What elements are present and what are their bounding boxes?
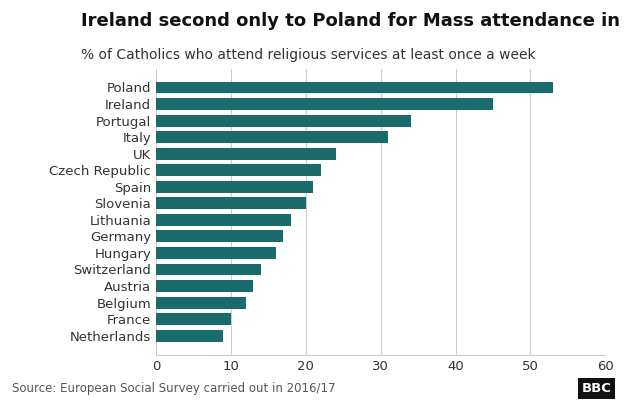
Bar <box>156 247 276 259</box>
Bar <box>156 313 231 325</box>
Text: Source: European Social Survey carried out in 2016/17: Source: European Social Survey carried o… <box>12 382 336 395</box>
Text: BBC: BBC <box>582 382 612 395</box>
Text: % of Catholics who attend religious services at least once a week: % of Catholics who attend religious serv… <box>81 48 536 62</box>
Text: Ireland second only to Poland for Mass attendance in Europe: Ireland second only to Poland for Mass a… <box>81 12 624 30</box>
Bar <box>156 81 553 93</box>
Bar <box>156 280 253 292</box>
Bar <box>156 330 223 342</box>
Bar <box>156 164 321 176</box>
Bar <box>156 214 291 226</box>
Bar <box>156 264 261 275</box>
Bar <box>156 181 313 193</box>
Bar <box>156 231 283 242</box>
Bar <box>156 114 411 127</box>
Bar <box>156 98 493 110</box>
Bar <box>156 148 336 160</box>
Bar <box>156 131 388 143</box>
Bar <box>156 197 306 209</box>
Bar <box>156 297 246 309</box>
